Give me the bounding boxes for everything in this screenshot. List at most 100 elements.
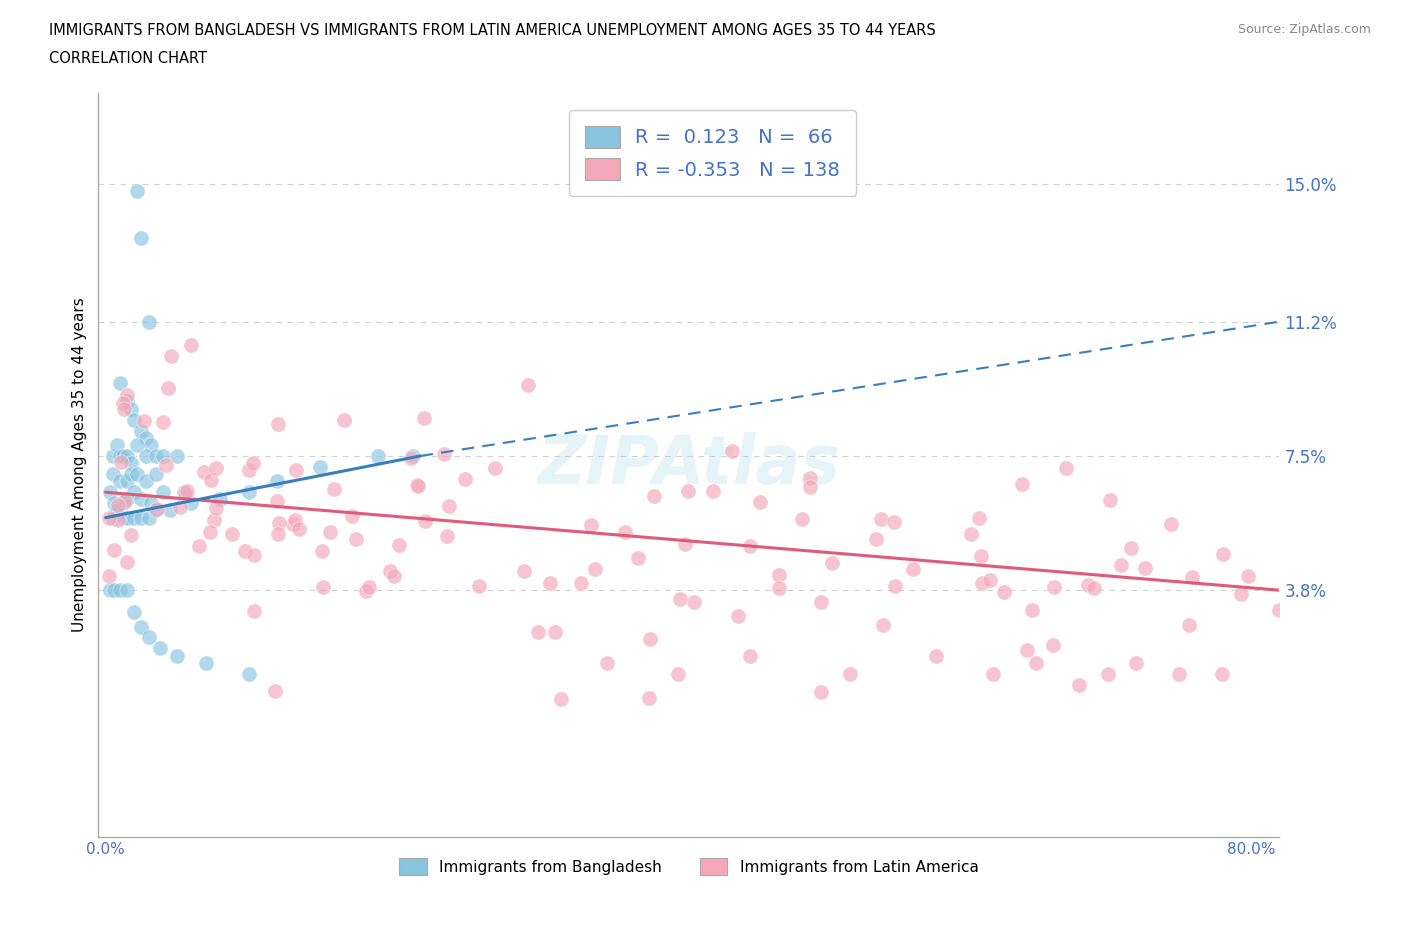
Point [643, 489, 665, 504]
Point [108, 503, 131, 518]
Point [799, 471, 821, 485]
Point [120, 527, 142, 542]
Point [117, 388, 139, 403]
Point [437, 498, 460, 513]
Point [287, 522, 309, 537]
Point [367, 448, 389, 463]
Point [114, 494, 136, 509]
Point [108, 448, 131, 463]
Point [1125, 656, 1147, 671]
Point [1109, 557, 1132, 572]
Point [1042, 638, 1064, 653]
Point [266, 474, 288, 489]
Point [204, 460, 226, 475]
Point [117, 554, 139, 569]
Point [402, 448, 425, 463]
Point [1011, 477, 1033, 492]
Point [238, 463, 260, 478]
Point [595, 656, 617, 671]
Point [243, 604, 266, 618]
Point [872, 618, 894, 632]
Point [166, 448, 188, 463]
Point [180, 496, 202, 511]
Point [114, 402, 136, 417]
Point [152, 485, 174, 499]
Point [1025, 656, 1047, 671]
Point [152, 414, 174, 429]
Point [1021, 603, 1043, 618]
Point [115, 511, 138, 525]
Point [200, 525, 222, 539]
Text: Source: ZipAtlas.com: Source: ZipAtlas.com [1237, 23, 1371, 36]
Point [571, 576, 593, 591]
Point [112, 395, 135, 410]
Point [233, 543, 256, 558]
Point [103, 496, 125, 511]
Point [284, 512, 307, 527]
Point [169, 499, 191, 514]
Point [333, 412, 356, 427]
Point [676, 484, 699, 498]
Point [238, 485, 260, 499]
Point [101, 448, 124, 463]
Point [1236, 568, 1258, 583]
Point [967, 511, 990, 525]
Point [1181, 569, 1204, 584]
Point [176, 483, 198, 498]
Point [1054, 460, 1077, 475]
Point [970, 576, 993, 591]
Y-axis label: Unemployment Among Ages 35 to 44 years: Unemployment Among Ages 35 to 44 years [72, 298, 87, 632]
Point [263, 684, 285, 698]
Point [107, 512, 129, 527]
Point [132, 414, 155, 429]
Point [1160, 516, 1182, 531]
Point [131, 231, 153, 246]
Point [309, 459, 332, 474]
Point [125, 438, 148, 453]
Point [344, 532, 367, 547]
Point [768, 580, 790, 595]
Point [166, 648, 188, 663]
Point [204, 501, 226, 516]
Point [105, 438, 128, 453]
Point [138, 511, 160, 525]
Point [194, 656, 217, 671]
Point [378, 564, 401, 578]
Point [673, 537, 696, 551]
Point [145, 448, 167, 463]
Point [323, 482, 346, 497]
Point [141, 496, 163, 511]
Point [115, 583, 138, 598]
Point [436, 528, 458, 543]
Point [138, 314, 160, 329]
Point [135, 431, 157, 445]
Point [1268, 603, 1291, 618]
Point [727, 608, 749, 623]
Point [1067, 677, 1090, 692]
Point [550, 692, 572, 707]
Point [156, 381, 179, 396]
Point [399, 450, 422, 465]
Point [122, 511, 145, 525]
Point [108, 474, 131, 489]
Point [146, 501, 169, 516]
Point [131, 511, 153, 525]
Point [408, 478, 430, 493]
Point [149, 641, 172, 656]
Point [583, 562, 606, 577]
Point [125, 467, 148, 482]
Point [884, 578, 907, 593]
Point [1178, 618, 1201, 632]
Point [311, 580, 333, 595]
Point [406, 477, 429, 492]
Point [702, 484, 724, 498]
Point [108, 376, 131, 391]
Point [981, 666, 1004, 681]
Point [138, 630, 160, 644]
Point [468, 578, 491, 593]
Point [159, 503, 181, 518]
Point [993, 584, 1015, 599]
Point [810, 594, 832, 609]
Point [1168, 666, 1191, 681]
Point [180, 338, 202, 352]
